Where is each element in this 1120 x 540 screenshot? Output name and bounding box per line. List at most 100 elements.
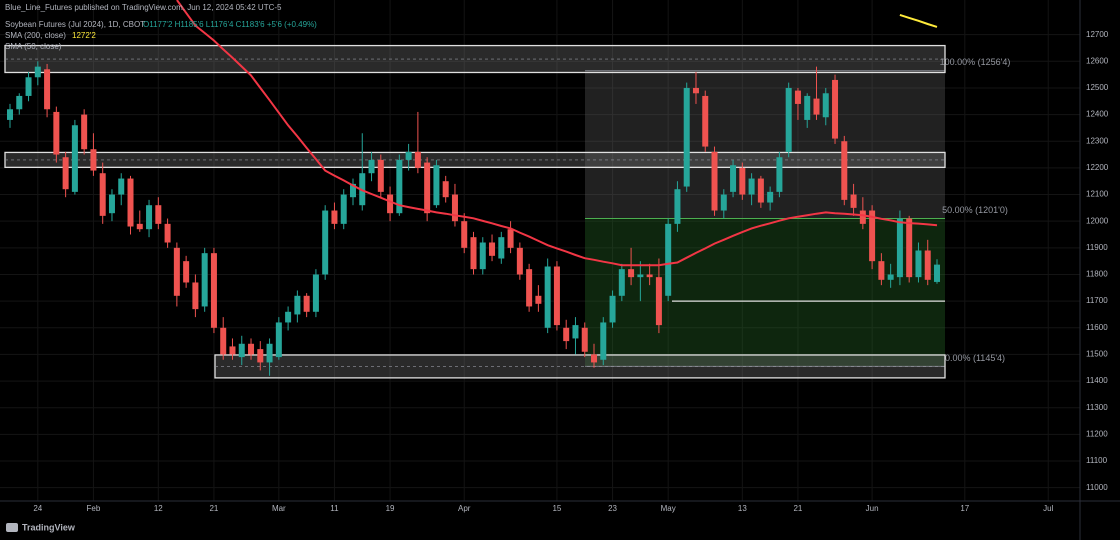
y-tick-label: 11000: [1086, 483, 1108, 492]
candle-body: [896, 218, 903, 278]
candle-body: [210, 253, 217, 328]
x-tick-label: 15: [552, 504, 561, 513]
candle-body: [850, 194, 857, 208]
candle-body: [600, 322, 607, 360]
candle-body: [730, 165, 737, 192]
candle-body: [257, 349, 264, 363]
x-tick-label: 17: [960, 504, 969, 513]
candle-body: [331, 210, 338, 224]
candle-body: [127, 178, 134, 227]
candle-body: [470, 237, 477, 270]
fib-label: 50.00% (1201'0): [942, 205, 1008, 215]
candle-body: [674, 189, 681, 224]
candle-body: [924, 250, 931, 280]
candle-body: [934, 264, 940, 282]
candle-body: [16, 95, 23, 110]
candle-body: [609, 295, 616, 323]
brand: TradingView: [22, 522, 76, 532]
candle-body: [906, 218, 913, 278]
candle-body: [832, 79, 839, 139]
candle-body: [869, 210, 876, 262]
y-tick-label: 11500: [1086, 350, 1108, 359]
candle-body: [479, 242, 486, 270]
sma200-label: SMA (200, close): [5, 31, 66, 40]
candle-body: [878, 261, 885, 280]
x-tick-label: Jun: [866, 504, 879, 513]
publisher: Blue_Line_Futures published on TradingVi…: [5, 3, 282, 12]
candle-body: [62, 157, 69, 190]
candle-body: [804, 95, 811, 120]
x-tick-label: 23: [608, 504, 617, 513]
candle-body: [136, 223, 143, 230]
sma200-value: 1272'2: [72, 31, 96, 40]
candle-body: [442, 181, 449, 198]
plot-area: 100.00% (1256'4) 50.00% (1201'0) 0.00% (11…: [0, 0, 1080, 501]
candle-body: [90, 149, 97, 171]
y-tick-label: 11200: [1086, 429, 1108, 438]
candle-body: [146, 205, 153, 230]
candle-body: [192, 282, 199, 310]
fib-label: 100.00% (1256'4): [940, 57, 1011, 67]
candle-body: [7, 109, 13, 120]
candle-body: [118, 178, 125, 195]
candle-body: [108, 194, 115, 214]
candle-body: [785, 87, 792, 152]
candle-body: [396, 159, 403, 214]
candle-body: [71, 125, 78, 192]
candle-body: [507, 229, 514, 248]
candle-body: [739, 167, 746, 195]
sma-line: [899, 13, 938, 28]
candle-body: [748, 178, 755, 195]
candle-body: [340, 194, 347, 224]
candle-body: [285, 311, 292, 323]
candle-body: [655, 277, 662, 326]
candle-body: [498, 237, 505, 259]
candle-body: [275, 322, 282, 358]
candle-body: [489, 242, 496, 256]
x-tick-label: 24: [33, 504, 42, 513]
candle-body: [303, 295, 310, 312]
y-tick-label: 11700: [1086, 296, 1108, 305]
x-tick-label: 11: [330, 504, 339, 513]
y-tick-label: 11300: [1086, 403, 1108, 412]
sma-line: [176, 0, 938, 267]
brand-logo: [6, 523, 18, 532]
candle-body: [563, 327, 570, 342]
candle-body: [572, 325, 579, 339]
candle-body: [665, 223, 672, 296]
y-tick-label: 11900: [1086, 243, 1108, 252]
candle-body: [887, 274, 894, 280]
candle-body: [535, 295, 542, 304]
candle-body: [683, 87, 690, 187]
candle-body: [294, 295, 301, 315]
axes: 11000 11100 11200 11300 11400 11500 11600 11700…: [33, 30, 1108, 513]
candle-body: [841, 141, 848, 200]
candle-body: [414, 151, 421, 168]
candle-body: [405, 151, 412, 160]
candle-body: [81, 114, 88, 150]
candle-body: [368, 159, 375, 174]
candle-body: [229, 346, 236, 355]
x-tick-label: Apr: [458, 504, 471, 513]
candle-body: [637, 274, 644, 278]
y-tick-label: 12600: [1086, 56, 1109, 65]
candle-body: [201, 253, 208, 307]
candle-body: [915, 250, 922, 278]
candle-body: [164, 223, 171, 243]
candle-body: [34, 66, 41, 78]
candle-body: [387, 194, 394, 214]
candle-body: [44, 69, 51, 110]
y-tick-label: 11800: [1086, 270, 1108, 279]
fib-label: 0.00% (1145'4): [945, 353, 1005, 363]
x-tick-label: 12: [154, 504, 163, 513]
candle-body: [461, 221, 468, 248]
y-tick-label: 11400: [1086, 376, 1108, 385]
candle-body: [424, 162, 431, 214]
symbol: Soybean Futures (Jul 2024), 1D, CBOT: [5, 20, 145, 29]
candle-body: [53, 111, 60, 155]
x-tick-label: 19: [386, 504, 395, 513]
candle-body: [720, 194, 727, 211]
candle-body: [711, 151, 718, 211]
candle-body: [581, 327, 588, 352]
candle-body: [451, 194, 458, 222]
